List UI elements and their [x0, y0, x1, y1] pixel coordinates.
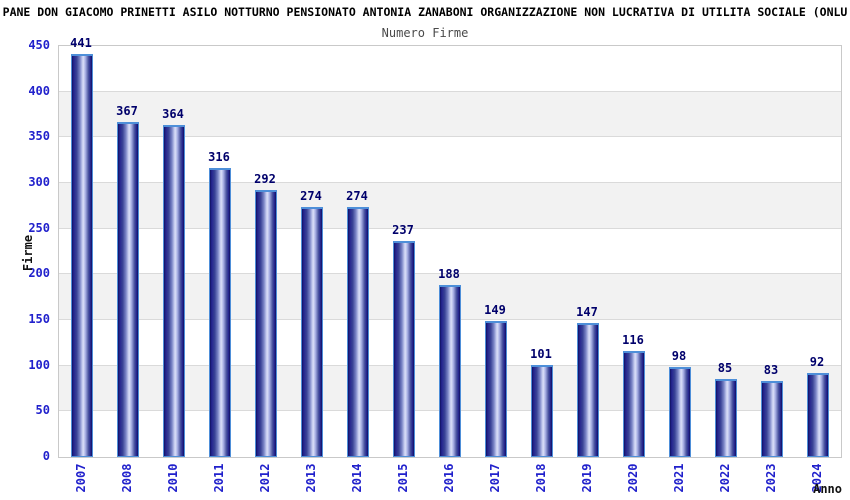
bar-2020 — [623, 351, 645, 457]
x-axis-tick-label: 2020 — [626, 463, 640, 493]
bar-2016 — [439, 285, 461, 457]
bar-value-label: 367 — [116, 104, 138, 118]
x-axis-tick-label: 2011 — [212, 463, 226, 493]
x-axis-tick-label: 2008 — [120, 463, 134, 493]
x-axis-tick-label: 2021 — [672, 463, 686, 493]
x-axis-tick-label: 2014 — [350, 463, 364, 493]
y-axis-tick-label: 100 — [28, 357, 50, 372]
bar-value-label: 292 — [254, 172, 276, 186]
bar-2008 — [117, 122, 139, 457]
y-axis-tick-label: 200 — [28, 266, 50, 281]
band — [59, 91, 841, 138]
x-axis-tick-label: 2012 — [258, 463, 272, 493]
chart-title: PANE DON GIACOMO PRINETTI ASILO NOTTURNO… — [2, 5, 848, 19]
bar-value-label: 92 — [809, 355, 825, 369]
bar-value-label: 116 — [622, 333, 644, 347]
y-axis-tick-label: 450 — [28, 38, 50, 52]
bar-value-label: 364 — [162, 107, 184, 121]
x-axis-title: Anno — [813, 482, 842, 496]
bar-value-label: 316 — [208, 150, 230, 164]
x-axis-tick-label: 2018 — [534, 463, 548, 493]
bar-2017 — [485, 321, 507, 457]
x-axis-tick-label: 2022 — [718, 463, 732, 493]
bar-value-label: 147 — [576, 305, 598, 319]
x-axis-tick-label: 2019 — [580, 463, 594, 493]
x-axis-tick-label: 2013 — [304, 463, 318, 493]
x-axis-tick-label: 2015 — [396, 463, 410, 493]
bar-2014 — [347, 207, 369, 457]
bar-2012 — [255, 190, 277, 457]
y-axis-tick-label: 300 — [28, 175, 50, 189]
plot-area — [58, 45, 842, 458]
gridline — [59, 227, 841, 229]
y-axis-tick-label: 50 — [35, 403, 50, 418]
x-axis-tick-label: 2016 — [442, 463, 456, 493]
bar-value-label: 85 — [717, 361, 733, 375]
gridline — [59, 182, 841, 183]
bar-value-label: 83 — [763, 363, 779, 377]
x-axis-tick-label: 2017 — [488, 463, 502, 493]
bar-2011 — [209, 168, 231, 457]
y-axis-title: Firme — [21, 234, 35, 272]
y-axis-tick-label: 150 — [28, 312, 50, 326]
gridline — [59, 273, 841, 275]
bar-2022 — [715, 379, 737, 457]
bar-2010 — [163, 125, 185, 457]
bar-value-label: 441 — [70, 36, 92, 50]
bar-value-label: 188 — [438, 267, 460, 281]
band — [59, 183, 841, 229]
x-axis-tick-label: 2023 — [764, 463, 778, 493]
bar-value-label: 237 — [392, 223, 414, 237]
bar-value-label: 101 — [530, 347, 552, 361]
gridline — [59, 136, 841, 138]
bar-2018 — [531, 365, 553, 457]
bar-2019 — [577, 323, 599, 457]
chart-subtitle: Numero Firme — [381, 26, 469, 40]
bar-2021 — [669, 367, 691, 457]
bar-value-label: 98 — [671, 349, 687, 363]
bar-2015 — [393, 241, 415, 457]
bar-2007 — [71, 54, 93, 457]
bar-2024 — [807, 373, 829, 457]
x-axis-tick-label: 2010 — [166, 463, 180, 493]
gridline — [59, 90, 841, 92]
y-axis-tick-label: 400 — [28, 83, 50, 98]
bar-value-label: 274 — [300, 189, 322, 203]
x-axis-tick-label: 2007 — [74, 463, 88, 493]
y-axis-tick-label: 0 — [42, 449, 50, 463]
y-axis-tick-label: 350 — [28, 129, 50, 144]
bar-2023 — [761, 381, 783, 457]
bar-value-label: 274 — [346, 189, 368, 203]
bar-2013 — [301, 207, 323, 457]
bar-value-label: 149 — [484, 303, 506, 317]
y-axis-tick-label: 250 — [28, 220, 50, 235]
